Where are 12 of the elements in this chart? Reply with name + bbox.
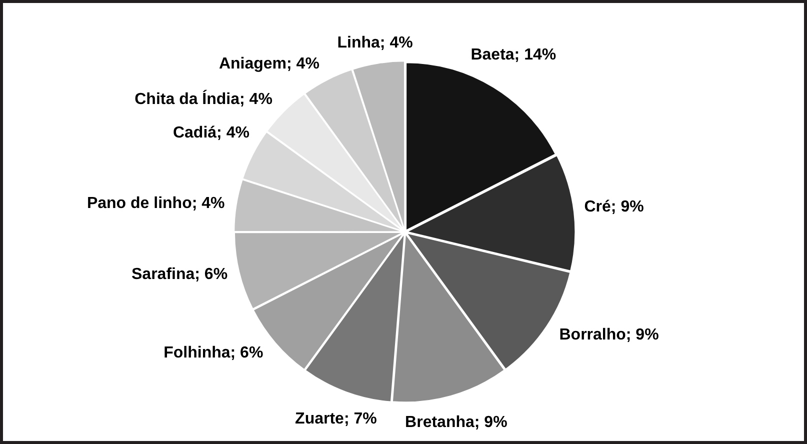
slice-label: Borralho; 9% <box>559 326 659 344</box>
slice-label: Cré; 9% <box>584 198 644 216</box>
slice-label: Chita da Índia; 4% <box>134 88 272 108</box>
slice-label: Folhinha; 6% <box>164 344 264 362</box>
slice-label: Bretanha; 9% <box>405 414 508 431</box>
slice-label: Zuarte; 7% <box>295 410 377 428</box>
slice-label: Pano de linho; 4% <box>86 194 225 212</box>
slice-label: Cadiá; 4% <box>172 124 250 142</box>
slice-label: Linha; 4% <box>337 34 413 52</box>
slice-label: Aniagem; 4% <box>218 55 320 72</box>
slice-label: Baeta; 14% <box>470 46 556 64</box>
slice-label: Sarafina; 6% <box>132 266 228 284</box>
